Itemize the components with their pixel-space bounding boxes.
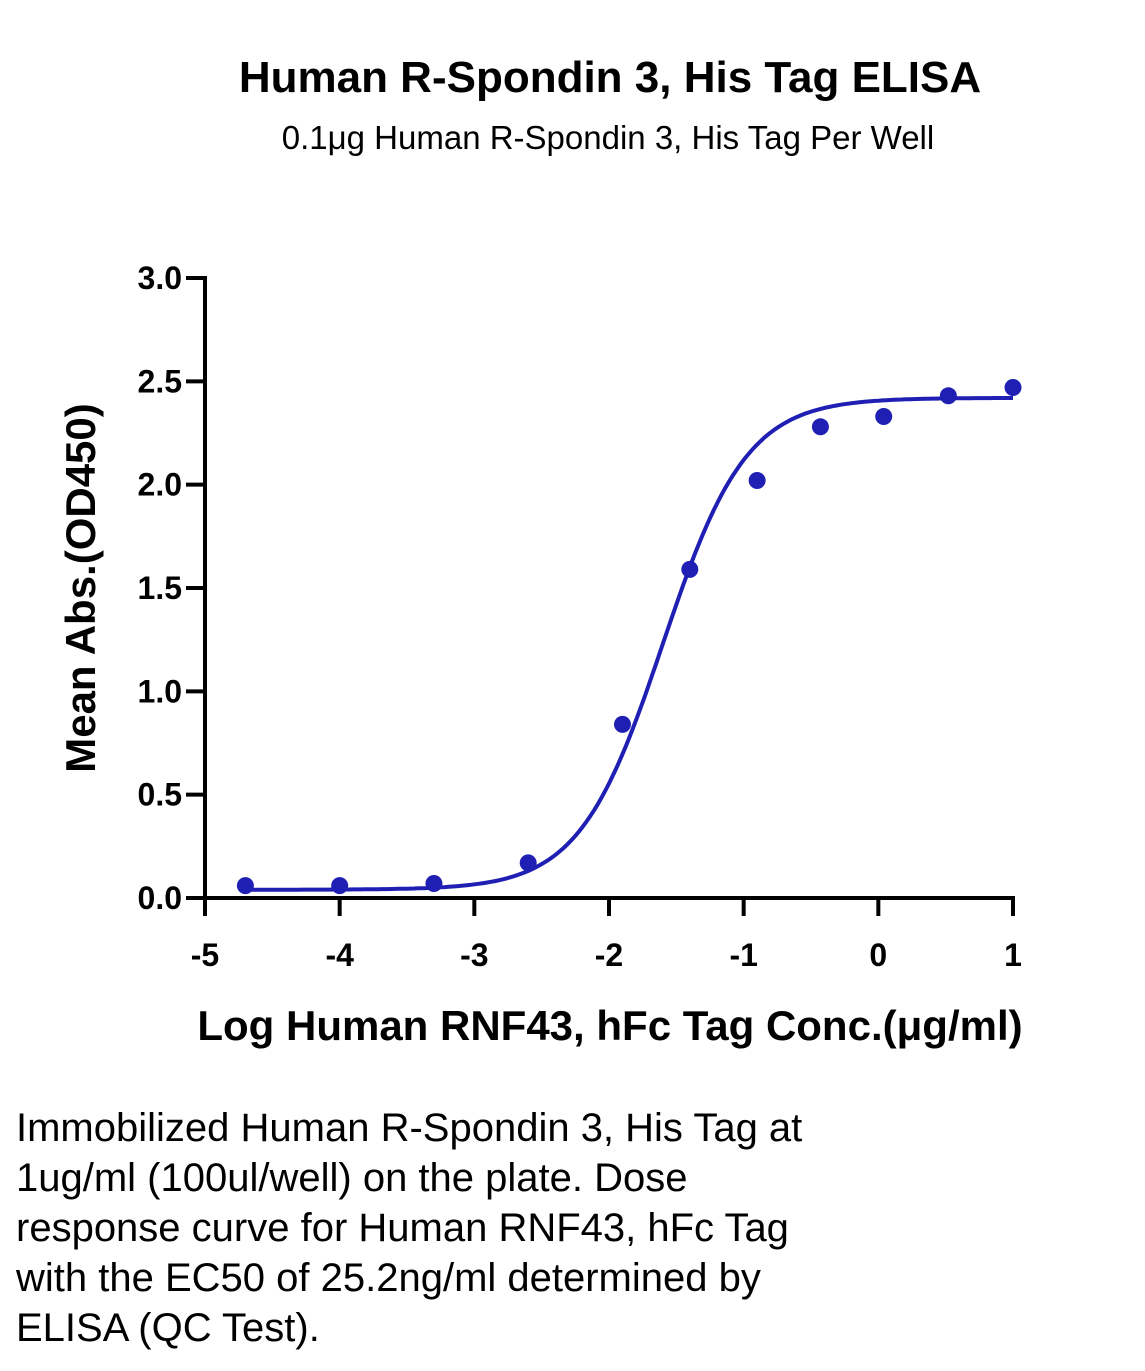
axes	[203, 276, 1015, 900]
x-tick-label: -2	[595, 937, 623, 973]
y-tick-label: 1.5	[138, 570, 182, 606]
x-tick-label: 1	[1004, 937, 1022, 973]
data-point	[236, 877, 254, 895]
x-tick-label: -4	[325, 937, 354, 973]
data-point	[519, 854, 537, 872]
y-tick-label: 0.5	[138, 777, 182, 813]
data-point	[425, 875, 443, 893]
x-ticks: -5 -4 -3 -2 -1 0 1	[191, 898, 1022, 973]
data-point	[331, 877, 349, 895]
x-tick-label: -1	[729, 937, 757, 973]
x-axis-label: Log Human RNF43, hFc Tag Conc.(μg/ml)	[197, 1002, 1022, 1049]
data-point	[1004, 379, 1022, 397]
x-tick-label: -3	[460, 937, 488, 973]
data-points	[236, 379, 1022, 895]
data-point	[875, 407, 893, 425]
x-tick-label: 0	[869, 937, 887, 973]
data-point	[811, 418, 829, 436]
y-tick-label: 2.0	[138, 467, 182, 503]
data-point	[939, 387, 957, 405]
data-point	[613, 715, 631, 733]
data-point	[748, 472, 766, 490]
y-tick-label: 2.5	[138, 363, 182, 399]
y-ticks: 0.0 0.5 1.0 1.5 2.0 2.5 3.0	[138, 260, 205, 916]
fit-curve	[245, 396, 1013, 892]
figure-caption: Immobilized Human R-Spondin 3, His Tag a…	[16, 1106, 803, 1350]
data-point	[681, 560, 699, 578]
x-tick-label: -5	[191, 937, 219, 973]
chart-title: Human R-Spondin 3, His Tag ELISA	[239, 53, 981, 102]
y-tick-label: 3.0	[138, 260, 182, 296]
elisa-chart: Human R-Spondin 3, His Tag ELISA 0.1μg H…	[57, 53, 1023, 1049]
y-axis-label: Mean Abs.(OD450)	[57, 403, 104, 773]
y-tick-label: 1.0	[138, 673, 182, 709]
chart-subtitle: 0.1μg Human R-Spondin 3, His Tag Per Wel…	[282, 119, 934, 156]
y-tick-label: 0.0	[138, 880, 182, 916]
